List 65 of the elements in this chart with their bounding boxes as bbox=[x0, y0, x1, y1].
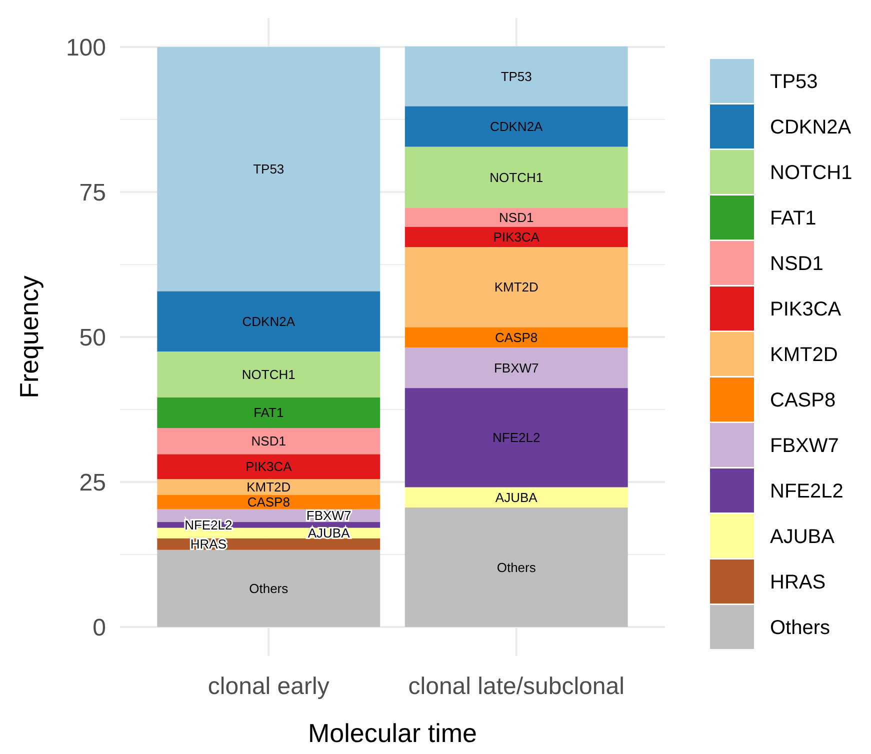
x-tick-label: clonal late/subclonal bbox=[408, 673, 624, 700]
bar bbox=[404, 247, 628, 328]
bar bbox=[404, 146, 628, 208]
bar bbox=[404, 487, 628, 508]
text: NSD1 bbox=[251, 434, 286, 449]
legend-label: FBXW7 bbox=[770, 435, 839, 457]
legend-label: CASP8 bbox=[770, 390, 836, 412]
bar bbox=[157, 352, 380, 398]
text: AJUBA bbox=[308, 526, 350, 541]
text: CDKN2A bbox=[242, 314, 296, 329]
text: PIK3CA bbox=[246, 459, 292, 474]
bar bbox=[404, 226, 628, 248]
y-tick-label: 0 bbox=[92, 614, 106, 642]
y-tick-label: 50 bbox=[79, 324, 106, 352]
legend-label: Others bbox=[770, 617, 830, 639]
bar bbox=[157, 550, 380, 627]
text: NOTCH1 bbox=[490, 170, 544, 185]
legend-label: PIK3CA bbox=[770, 298, 842, 320]
text: HRAS bbox=[190, 536, 226, 552]
legend-label: NFE2L2 bbox=[770, 480, 844, 502]
text: Others bbox=[496, 560, 536, 575]
legend-label: KMT2D bbox=[770, 344, 838, 366]
legend-label: TP53 bbox=[770, 71, 818, 93]
y-tick-label: 100 bbox=[66, 34, 106, 62]
legend-label: CDKN2A bbox=[770, 116, 852, 138]
bar bbox=[404, 46, 628, 106]
bar bbox=[404, 106, 628, 147]
bar bbox=[404, 388, 628, 488]
text: PIK3CA bbox=[493, 230, 540, 244]
text: AJUBA bbox=[495, 490, 538, 505]
y-tick-label: 75 bbox=[79, 179, 106, 206]
y-tick-label: 25 bbox=[79, 469, 106, 496]
text: TP53 bbox=[500, 68, 532, 84]
text: NFE2L2 bbox=[492, 430, 540, 446]
text: FBXW7 bbox=[306, 508, 352, 524]
bar bbox=[404, 508, 628, 627]
bar bbox=[404, 208, 628, 227]
bar bbox=[157, 494, 380, 510]
text: FBXW7 bbox=[494, 360, 539, 376]
bar bbox=[157, 454, 380, 480]
text: CDKN2A bbox=[490, 119, 543, 134]
legend-label: AJUBA bbox=[770, 526, 836, 548]
text: TP53 bbox=[253, 162, 284, 177]
x-tick-label: clonal early bbox=[208, 673, 330, 700]
text: NOTCH1 bbox=[242, 366, 296, 382]
text: CASP8 bbox=[495, 330, 538, 345]
text: KMT2D bbox=[246, 479, 291, 494]
bar bbox=[404, 327, 628, 348]
text: Others bbox=[249, 580, 288, 596]
legend-label: NSD1 bbox=[770, 253, 824, 275]
text: KMT2D bbox=[494, 280, 538, 295]
legend-label: FAT1 bbox=[770, 208, 816, 230]
x-axis-title: Molecular time bbox=[308, 718, 478, 748]
bar bbox=[157, 291, 380, 352]
legend-label: NOTCH1 bbox=[770, 162, 852, 184]
legend-label: HRAS bbox=[770, 572, 826, 594]
text: CASP8 bbox=[247, 494, 290, 510]
bar bbox=[404, 347, 628, 388]
bar bbox=[157, 479, 380, 495]
bar bbox=[157, 47, 380, 292]
bar bbox=[157, 428, 380, 454]
text: NSD1 bbox=[499, 210, 534, 225]
bar bbox=[157, 397, 380, 428]
y-axis-title: Frequency bbox=[14, 276, 44, 398]
text: FAT1 bbox=[254, 405, 284, 420]
